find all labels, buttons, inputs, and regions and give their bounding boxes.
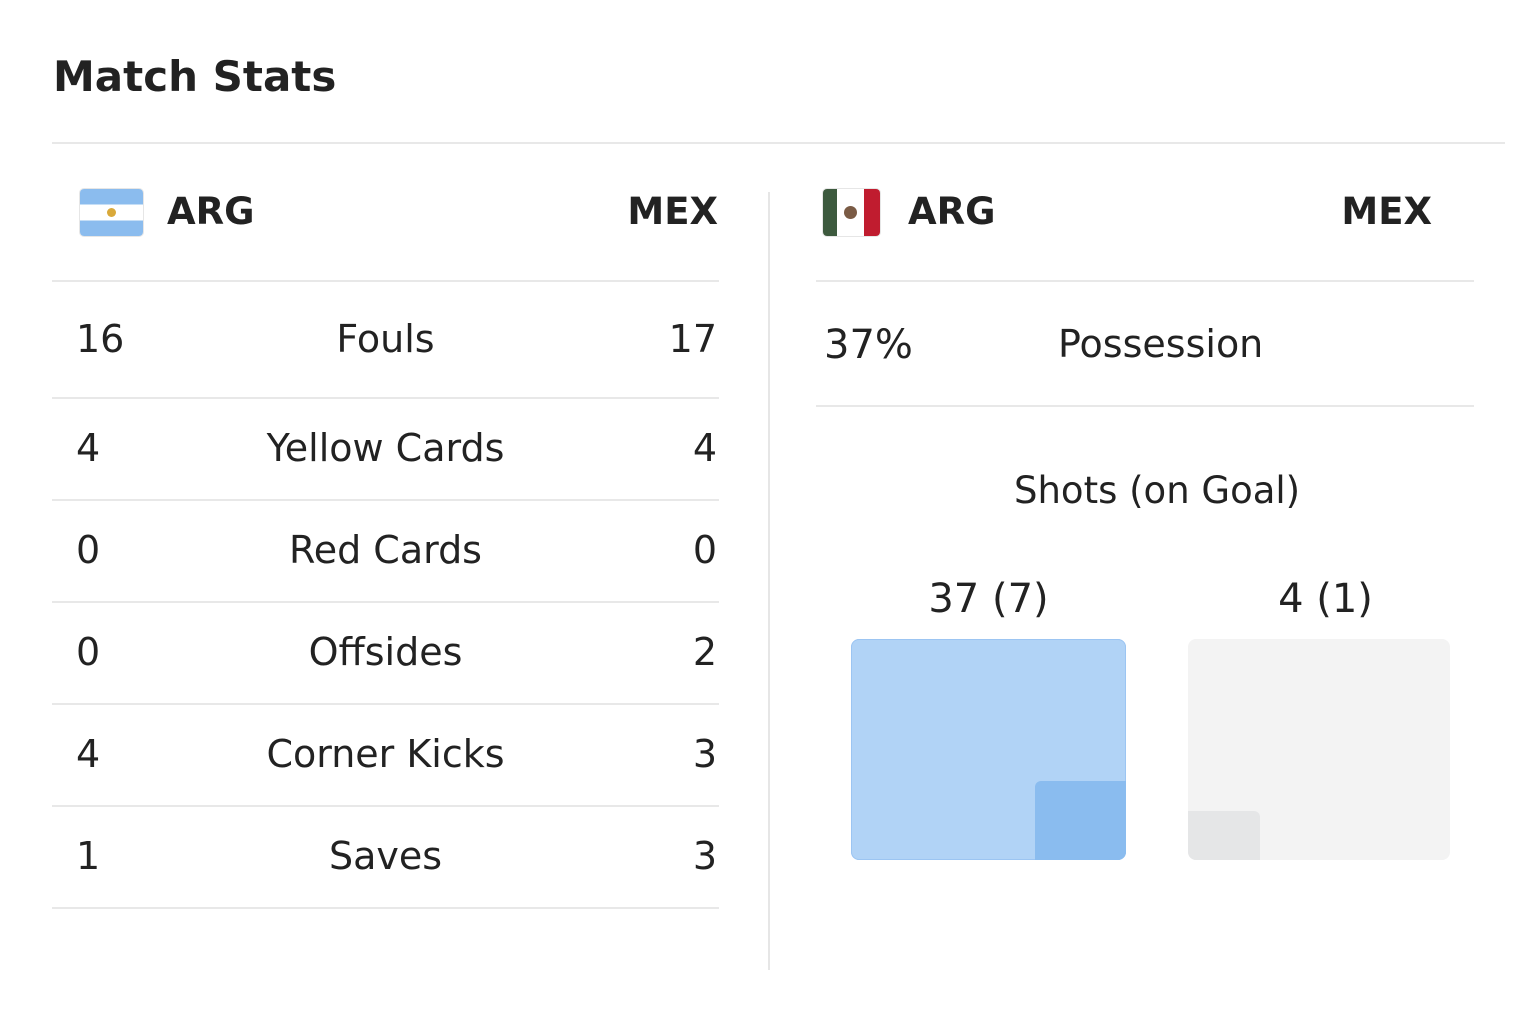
stat-row: 0 Offsides 2 (52, 601, 719, 703)
stat-row: 16 Fouls 17 (52, 281, 719, 397)
panel-divider (768, 192, 770, 970)
stat-away-value: 4 (692, 426, 717, 470)
stat-away-value: 17 (668, 317, 717, 361)
right-away-team: MEX (1341, 190, 1432, 233)
shots-away-total-box (1188, 639, 1450, 860)
stat-home-value: 4 (76, 426, 101, 470)
row-divider (52, 397, 719, 399)
stat-label: Offsides (308, 630, 463, 674)
stat-row: 1 Saves 3 (52, 805, 719, 907)
stat-label: Corner Kicks (266, 732, 505, 776)
possession-divider (816, 405, 1474, 407)
stat-away-value: 2 (692, 630, 717, 674)
stat-row: 4 Yellow Cards 4 (52, 397, 719, 499)
stat-row: 0 Red Cards 0 (52, 499, 719, 601)
row-divider (52, 499, 719, 501)
stat-row: 4 Corner Kicks 3 (52, 703, 719, 805)
shots-away-on-goal-box (1188, 811, 1260, 860)
shots-home-on-goal-box (1035, 781, 1126, 860)
stat-home-value: 0 (76, 528, 101, 572)
stat-away-value: 0 (692, 528, 717, 572)
left-home-team: ARG (167, 190, 255, 233)
right-home-team: ARG (908, 190, 996, 233)
title-divider (52, 142, 1505, 144)
stat-label: Saves (328, 834, 443, 878)
shots-away-label: 4 (1) (1278, 576, 1373, 622)
stat-label: Yellow Cards (266, 426, 505, 470)
possession-home: 37% (824, 322, 913, 368)
stat-label: Red Cards (289, 528, 482, 572)
stat-away-value: 3 (692, 834, 717, 878)
row-divider (52, 601, 719, 603)
row-divider (52, 703, 719, 705)
stat-home-value: 16 (76, 317, 125, 361)
stat-home-value: 1 (76, 834, 101, 878)
page-title: Match Stats (53, 52, 337, 101)
shots-home-total-box (851, 639, 1126, 860)
header-divider (52, 280, 719, 282)
header-divider (816, 280, 1474, 282)
row-divider (52, 805, 719, 807)
stat-away-value: 3 (692, 732, 717, 776)
stat-home-value: 4 (76, 732, 101, 776)
shots-home-label: 37 (7) (928, 576, 1049, 622)
row-divider (52, 907, 719, 909)
left-away-team: MEX (627, 190, 718, 233)
mexico-flag-icon (823, 189, 880, 236)
shots-title: Shots (on Goal) (1014, 469, 1301, 512)
stat-label: Fouls (336, 317, 435, 361)
possession-label: Possession (1058, 322, 1264, 366)
stat-home-value: 0 (76, 630, 101, 674)
argentina-flag-icon (80, 189, 143, 236)
